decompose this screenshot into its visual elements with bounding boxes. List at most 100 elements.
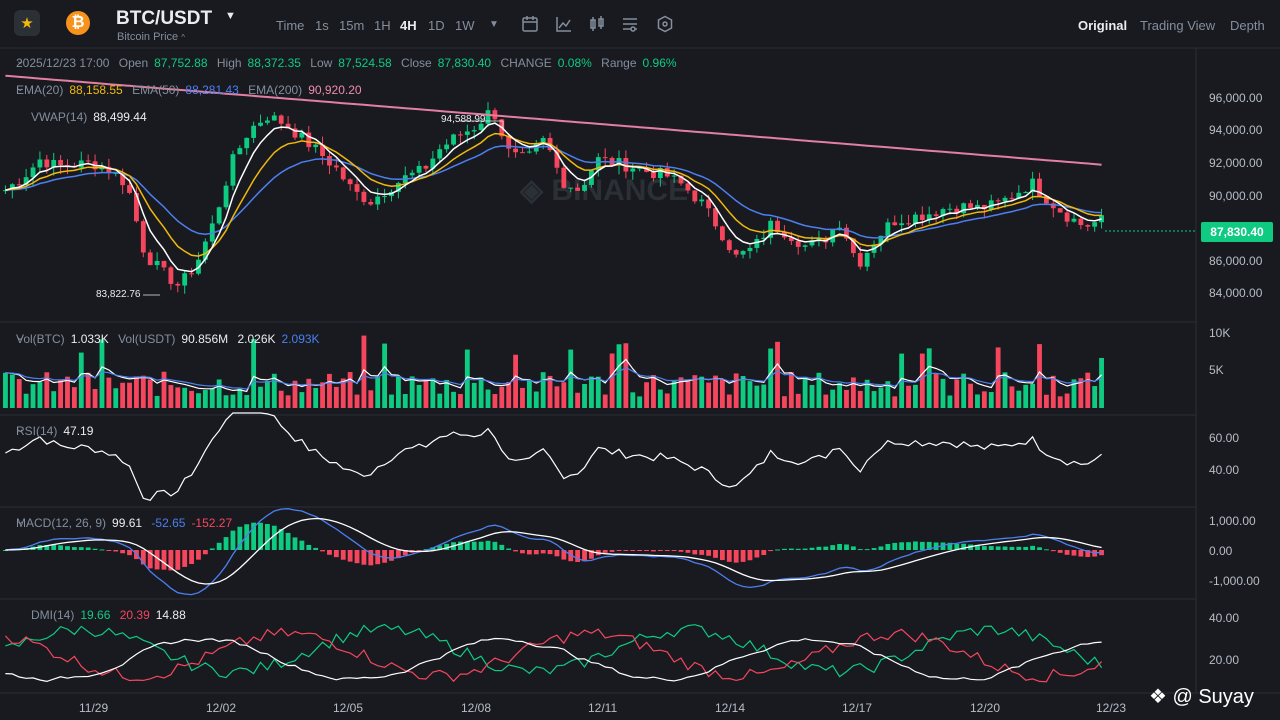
candle-icon[interactable] — [588, 15, 606, 33]
candle-body — [244, 137, 250, 149]
exchange-watermark: ◈ BINANCE — [519, 174, 688, 207]
collapse-chevron-icon[interactable]: ⌄ — [16, 56, 25, 67]
candle-body — [1099, 215, 1104, 223]
macd-hist-bar — [775, 549, 780, 551]
candle-body — [830, 230, 836, 243]
macd-hist-bar — [885, 544, 891, 550]
settings-sliders-icon[interactable] — [621, 15, 639, 33]
volume-bar — [981, 391, 987, 408]
view-depth-tab[interactable]: Depth — [1230, 18, 1265, 33]
macd-hist-bar — [761, 550, 767, 555]
volume-bar — [409, 376, 415, 408]
macd-hist-bar — [913, 541, 918, 550]
candle-body — [706, 199, 712, 209]
candle-body — [761, 237, 767, 239]
macd-hist-bar — [437, 545, 443, 550]
hexagon-icon[interactable] — [656, 15, 674, 33]
macd-hist-bar — [995, 546, 1001, 550]
timeframe-4h[interactable]: 4H — [400, 18, 417, 33]
candle-body — [23, 177, 29, 185]
volume-legend: ⌄ Vol(BTC) 1.033K Vol(USDT) 90.856M 2.026K… — [16, 332, 320, 346]
dmi-axis-label: 40.00 — [1209, 611, 1240, 625]
candle-body — [568, 187, 574, 189]
macd-legend: ⌄ MACD(12, 26, 9) 99.61 -52.65 -152.27 — [16, 516, 233, 530]
timeframe-1s[interactable]: 1s — [315, 18, 329, 33]
volume-bar — [333, 386, 339, 408]
timeframe-1h[interactable]: 1H — [374, 18, 391, 33]
macd-hist-bar — [878, 546, 884, 550]
macd-hist-bar — [120, 550, 126, 554]
volume-bar — [402, 393, 408, 408]
candle-body — [134, 192, 139, 222]
macd-hist-bar — [589, 550, 594, 559]
candle-body — [1078, 218, 1084, 226]
macd-hist-bar — [713, 550, 718, 558]
volume-bar — [864, 379, 870, 408]
collapse-chevron-icon[interactable]: ⌄ — [16, 516, 25, 527]
macd-hist-bar — [1057, 550, 1063, 553]
symbol-selector[interactable]: BTC/USDT — [116, 8, 213, 29]
candle-body — [147, 252, 153, 266]
volume-bar — [361, 335, 367, 408]
timeframe-time[interactable]: Time — [276, 18, 305, 33]
line-chart-icon[interactable] — [555, 15, 573, 33]
volume-bar — [313, 387, 319, 408]
dmi-plus-line — [5, 623, 1103, 679]
macd-hist-bar — [1050, 550, 1056, 552]
view-original-tab[interactable]: Original — [1078, 18, 1128, 33]
macd-hist-bar — [471, 541, 477, 550]
volume-bar — [988, 392, 994, 408]
volume-bar — [892, 396, 898, 408]
macd-axis-label: 0.00 — [1209, 544, 1233, 558]
volume-bar — [630, 392, 636, 408]
macd-axis-label: 1,000.00 — [1209, 514, 1256, 528]
candle-body — [306, 132, 312, 148]
macd-hist-bar — [940, 542, 946, 550]
candle-body — [995, 200, 1001, 202]
timeframe-more-chevron-icon[interactable]: ▼ — [489, 19, 499, 30]
candle-body — [520, 152, 525, 154]
volume-bar — [602, 394, 608, 408]
candle-body — [561, 167, 567, 188]
dmi-group — [4, 623, 1103, 683]
chevron-down-icon[interactable]: ▼ — [225, 10, 236, 22]
candle-body — [954, 208, 960, 214]
collapse-chevron-icon[interactable]: ⌄ — [16, 424, 25, 435]
timeframe-1w[interactable]: 1W — [455, 18, 475, 33]
favorite-star-button[interactable]: ★ — [14, 10, 40, 36]
candle-body — [850, 238, 856, 254]
calendar-icon[interactable] — [521, 15, 539, 33]
macd-hist-bar — [719, 550, 725, 561]
volume-bar — [657, 389, 663, 408]
macd-hist-bar — [823, 546, 829, 550]
indicator-lines-group — [5, 74, 1102, 273]
volume-bar — [678, 377, 684, 408]
volume-bar — [768, 348, 774, 408]
volume-bar — [506, 381, 512, 408]
ohlc-legend: ⌄ 2025/12/23 17:00 Open 87,752.88 High 88,… — [16, 56, 677, 70]
macd-hist-bar — [947, 542, 953, 550]
candle-body — [526, 151, 532, 153]
collapse-chevron-icon[interactable]: ⌄ — [16, 83, 25, 94]
volume-bar — [230, 394, 236, 408]
macd-hist-bar — [926, 541, 932, 550]
ema20-line — [5, 132, 1102, 257]
volume-bar — [582, 384, 587, 408]
volume-bar — [471, 382, 477, 408]
collapse-chevron-icon[interactable]: ⌄ — [16, 332, 25, 343]
candle-body — [409, 172, 415, 176]
candle-body — [844, 227, 849, 239]
timeframe-15m[interactable]: 15m — [339, 18, 365, 33]
volume-bar — [416, 385, 422, 408]
volume-bar — [147, 379, 153, 408]
volume-bar — [140, 375, 146, 408]
volume-bar — [671, 380, 677, 408]
ohlc-close: 87,830.40 — [437, 56, 492, 70]
candle-body — [678, 175, 684, 184]
timeframe-1d[interactable]: 1D — [428, 18, 445, 33]
view-tradingview-tab[interactable]: Trading View — [1140, 18, 1216, 33]
candle-body — [506, 136, 512, 149]
ema20-value: 88,158.55 — [69, 83, 123, 97]
macd-hist-bar — [223, 537, 229, 550]
